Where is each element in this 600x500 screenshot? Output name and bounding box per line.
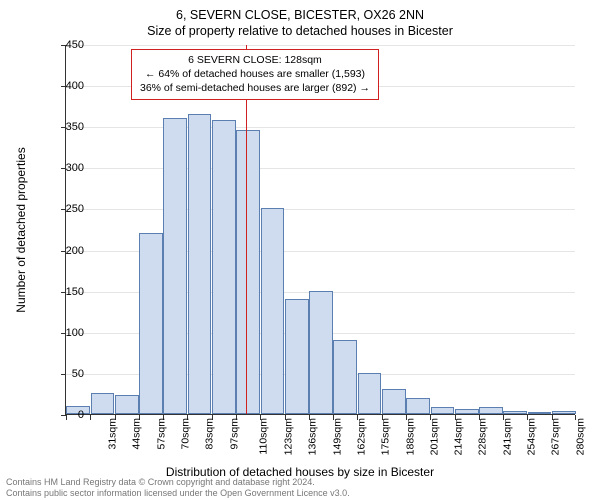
info-box-line3: 36% of semi-detached houses are larger (… <box>140 81 370 95</box>
x-tick-label: 123sqm <box>283 418 295 455</box>
footer-line2: Contains public sector information licen… <box>6 488 350 499</box>
title-sub: Size of property relative to detached ho… <box>0 22 600 38</box>
y-tick-label: 300 <box>34 162 84 174</box>
histogram-bar <box>406 398 430 414</box>
reference-line <box>246 45 247 414</box>
y-tick-label: 50 <box>34 368 84 380</box>
x-tick-label: 57sqm <box>155 418 167 450</box>
x-tick-label: 188sqm <box>404 418 416 455</box>
x-tick-label: 254sqm <box>525 418 537 455</box>
histogram-bar <box>528 412 552 414</box>
y-tick-label: 200 <box>34 245 84 257</box>
y-tick-label: 250 <box>34 203 84 215</box>
histogram-bar <box>333 340 357 414</box>
title-main: 6, SEVERN CLOSE, BICESTER, OX26 2NN <box>0 0 600 22</box>
histogram-bar <box>91 393 115 414</box>
x-tick-label: 241sqm <box>501 418 513 455</box>
x-tick-label: 280sqm <box>574 418 586 455</box>
histogram-bar <box>455 409 479 414</box>
histogram-bar <box>139 233 163 414</box>
x-tick-label: 70sqm <box>180 418 192 450</box>
grid-line <box>66 45 575 46</box>
footer-attribution: Contains HM Land Registry data © Crown c… <box>6 477 350 499</box>
y-tick-label: 400 <box>34 80 84 92</box>
histogram-bar <box>479 407 503 414</box>
y-tick-label: 350 <box>34 121 84 133</box>
y-tick-label: 0 <box>34 409 84 421</box>
info-box-line1: 6 SEVERN CLOSE: 128sqm <box>140 53 370 67</box>
y-tick-label: 150 <box>34 286 84 298</box>
x-tick-mark <box>90 415 91 420</box>
histogram-bar <box>552 411 576 414</box>
x-tick-label: 162sqm <box>355 418 367 455</box>
histogram-bar <box>188 114 212 414</box>
histogram-bar <box>261 208 285 414</box>
x-tick-label: 31sqm <box>107 418 119 450</box>
x-tick-label: 267sqm <box>550 418 562 455</box>
x-tick-label: 97sqm <box>228 418 240 450</box>
histogram-bar <box>503 411 527 414</box>
histogram-bar <box>309 291 333 414</box>
chart-plot-area: 6 SEVERN CLOSE: 128sqm← 64% of detached … <box>65 45 575 415</box>
y-axis-label: Number of detached properties <box>14 147 28 312</box>
x-tick-label: 44sqm <box>131 418 143 450</box>
histogram-bar <box>285 299 309 414</box>
x-tick-label: 110sqm <box>257 418 269 455</box>
histogram-bar <box>212 120 236 414</box>
histogram-bar <box>115 395 139 414</box>
grid-line <box>66 127 575 128</box>
x-tick-label: 175sqm <box>380 418 392 455</box>
x-tick-label: 136sqm <box>307 418 319 455</box>
x-tick-label: 83sqm <box>204 418 216 450</box>
info-box: 6 SEVERN CLOSE: 128sqm← 64% of detached … <box>131 49 379 100</box>
histogram-bar <box>358 373 382 414</box>
histogram-bar <box>236 130 260 414</box>
info-box-line2: ← 64% of detached houses are smaller (1,… <box>140 67 370 81</box>
y-tick-label: 450 <box>34 39 84 51</box>
x-tick-label: 149sqm <box>331 418 343 455</box>
x-tick-label: 228sqm <box>477 418 489 455</box>
footer-line1: Contains HM Land Registry data © Crown c… <box>6 477 350 488</box>
histogram-bar <box>382 389 406 414</box>
x-tick-label: 214sqm <box>453 418 465 455</box>
grid-line <box>66 209 575 210</box>
grid-line <box>66 168 575 169</box>
histogram-bar <box>431 407 455 414</box>
y-tick-label: 100 <box>34 327 84 339</box>
histogram-bar <box>163 118 187 414</box>
x-tick-label: 201sqm <box>428 418 440 455</box>
